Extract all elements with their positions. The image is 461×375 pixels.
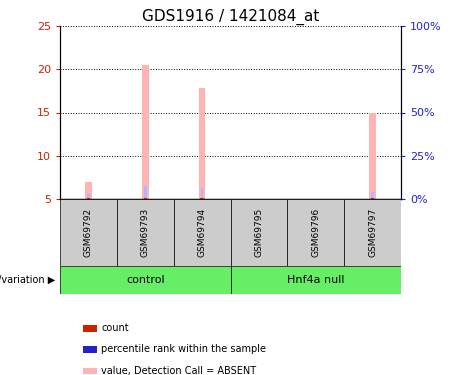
Bar (230, 199, 287, 266)
Bar (143, 198, 147, 199)
Bar (371, 198, 374, 199)
Text: genotype/variation ▶: genotype/variation ▶ (0, 275, 55, 285)
Bar (87, 198, 90, 199)
Bar (344, 199, 401, 266)
Bar (144, 186, 147, 199)
Text: GSM69795: GSM69795 (254, 208, 263, 257)
Text: value, Detection Call = ABSENT: value, Detection Call = ABSENT (101, 366, 256, 375)
Text: GSM69797: GSM69797 (368, 208, 377, 257)
Text: GSM69792: GSM69792 (84, 208, 93, 257)
Title: GDS1916 / 1421084_at: GDS1916 / 1421084_at (142, 9, 319, 25)
Bar (142, 65, 148, 199)
Bar (60, 199, 117, 266)
Text: control: control (126, 275, 165, 285)
Bar (174, 199, 230, 266)
Text: GSM69794: GSM69794 (198, 208, 207, 257)
Text: percentile rank within the sample: percentile rank within the sample (101, 345, 266, 354)
Bar (201, 188, 203, 199)
Text: GSM69796: GSM69796 (311, 208, 320, 257)
Bar (287, 199, 344, 266)
Text: GSM69793: GSM69793 (141, 208, 150, 257)
Bar (87, 194, 90, 199)
Bar (85, 182, 92, 199)
Bar (369, 112, 376, 199)
Text: Hnf4a null: Hnf4a null (287, 275, 344, 285)
Bar (199, 88, 206, 199)
Bar (371, 192, 374, 199)
Bar (230, 266, 401, 294)
Bar (117, 199, 174, 266)
Bar (60, 266, 230, 294)
Bar (201, 198, 204, 199)
Text: count: count (101, 323, 129, 333)
